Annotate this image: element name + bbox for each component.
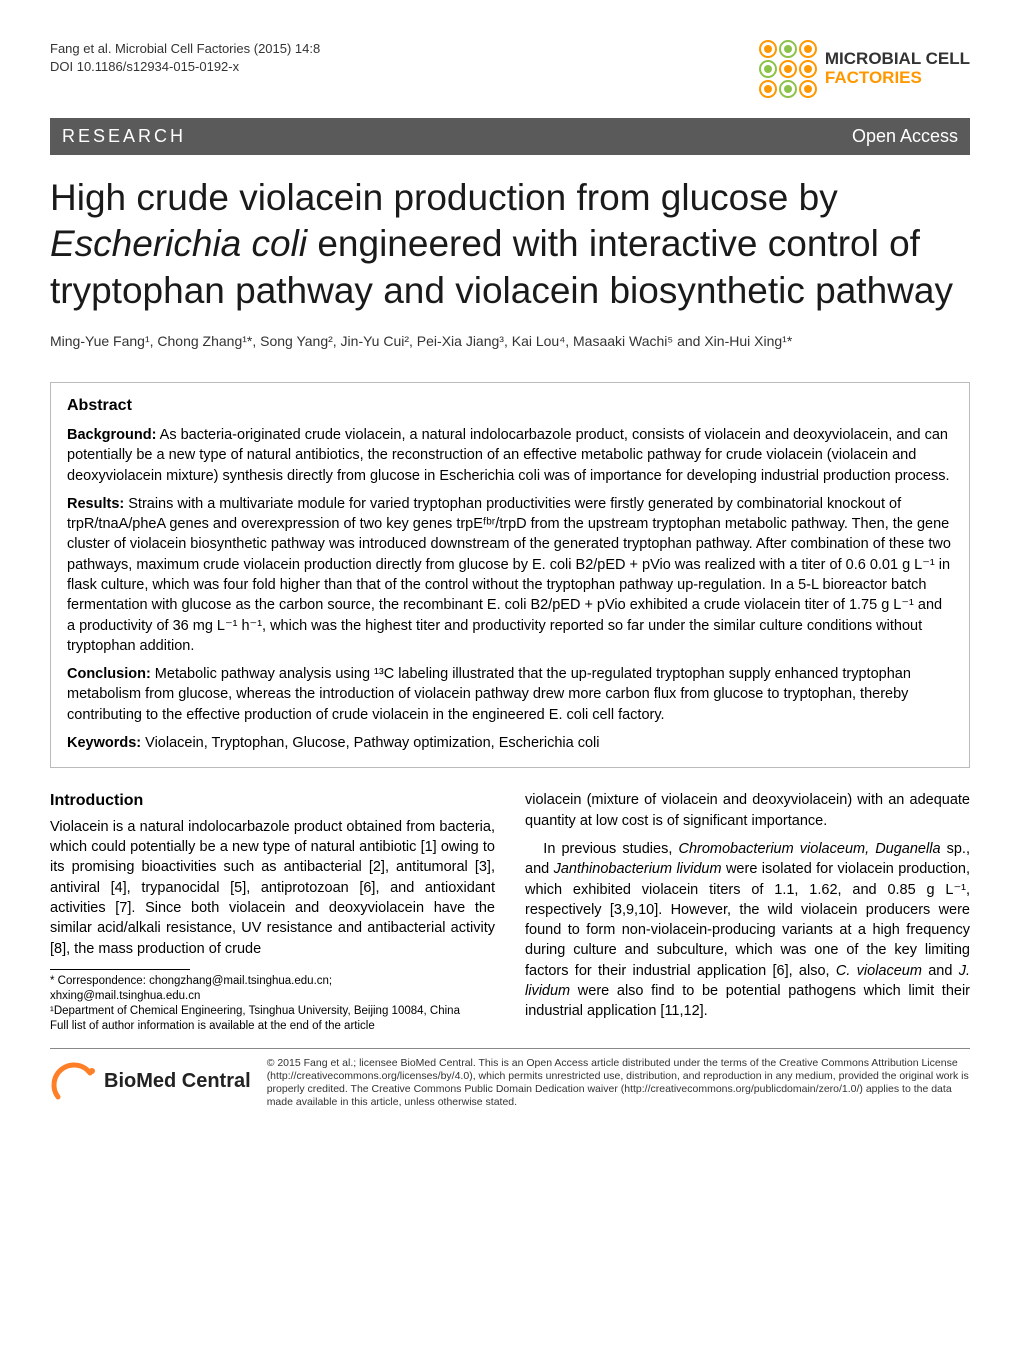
abstract-conclusion: Conclusion: Metabolic pathway analysis u… <box>67 664 953 725</box>
body-columns: Introduction Violacein is a natural indo… <box>50 790 970 1033</box>
open-access-label: Open Access <box>852 124 958 149</box>
author-list: Ming-Yue Fang¹, Chong Zhang¹*, Song Yang… <box>50 332 970 352</box>
citation-block: Fang et al. Microbial Cell Factories (20… <box>50 40 320 76</box>
citation: Fang et al. Microbial Cell Factories (20… <box>50 40 320 58</box>
bmc-arc-icon <box>50 1057 98 1105</box>
banner-type: RESEARCH <box>62 124 186 149</box>
article-title: High crude violacein production from glu… <box>50 175 970 314</box>
abstract-background: Background: As bacteria-originated crude… <box>67 425 953 486</box>
intro-p2-right: In previous studies, Chromobacterium vio… <box>525 839 970 1022</box>
abstract-heading: Abstract <box>67 395 953 417</box>
journal-logo: MICROBIAL CELL FACTORIES <box>759 40 970 98</box>
intro-p1-right: violacein (mixture of violacein and deox… <box>525 790 970 831</box>
bmc-name: BioMed Central <box>104 1067 251 1095</box>
abstract-results: Results: Strains with a multivariate mod… <box>67 494 953 656</box>
doi: DOI 10.1186/s12934-015-0192-x <box>50 58 320 76</box>
abstract-box: Abstract Background: As bacteria-origina… <box>50 382 970 769</box>
journal-name: MICROBIAL CELL FACTORIES <box>825 50 970 87</box>
logo-circles-icon <box>759 40 817 98</box>
correspondence-block: * Correspondence: chongzhang@mail.tsingh… <box>50 974 495 1034</box>
abstract-keywords: Keywords: Violacein, Tryptophan, Glucose… <box>67 733 953 753</box>
research-banner: RESEARCH Open Access <box>50 118 970 155</box>
biomed-central-logo: BioMed Central <box>50 1057 251 1105</box>
footer: BioMed Central © 2015 Fang et al.; licen… <box>50 1057 970 1110</box>
header-bar: Fang et al. Microbial Cell Factories (20… <box>50 40 970 98</box>
introduction-heading: Introduction <box>50 790 495 812</box>
left-column: Introduction Violacein is a natural indo… <box>50 790 495 1033</box>
footer-rule <box>50 1048 970 1049</box>
intro-p1-left: Violacein is a natural indolocarbazole p… <box>50 817 495 959</box>
paper-page: Fang et al. Microbial Cell Factories (20… <box>0 0 1020 1139</box>
correspondence-rule <box>50 969 190 970</box>
license-text: © 2015 Fang et al.; licensee BioMed Cent… <box>267 1057 970 1110</box>
right-column: violacein (mixture of violacein and deox… <box>525 790 970 1033</box>
